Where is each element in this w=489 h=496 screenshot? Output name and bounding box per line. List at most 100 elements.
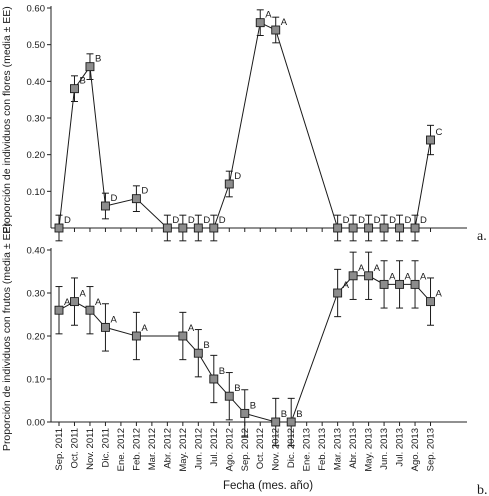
data-point-marker — [209, 374, 219, 384]
data-point-marker — [70, 297, 79, 307]
data-point-marker — [348, 223, 358, 233]
x-tick-label: Mar. 2013 — [333, 428, 344, 470]
data-point-marker — [364, 223, 374, 233]
significance-letter: A — [79, 289, 86, 300]
x-tick-label: Sep. 2013 — [426, 428, 437, 471]
panel-b-fruits-chart: 0.00 0.10 0.20 0.30 0.40 Proporción de indivi… — [1, 223, 488, 496]
data-point-marker — [426, 297, 435, 307]
significance-letter: B — [79, 76, 85, 87]
x-tick-label: Jun. 2013 — [379, 428, 390, 470]
significance-letter: B — [296, 409, 302, 420]
x-tick-label: May. 2013 — [364, 428, 375, 472]
significance-letter: D — [374, 215, 381, 226]
x-tick-label: Ago. 2012 — [224, 428, 235, 471]
data-point-marker — [100, 322, 110, 332]
x-tick-label: Oct. 2012 — [255, 428, 266, 469]
significance-letter: D — [110, 193, 117, 204]
x-axis-title: Fecha (mes. año) — [223, 480, 313, 492]
significance-letter: A — [265, 10, 272, 21]
y-tick-label: 0.30 — [27, 114, 46, 125]
x-tick-label: Nov. 2012 — [271, 428, 282, 471]
significance-letter: D — [420, 215, 427, 226]
data-point-marker — [333, 223, 343, 233]
data-point-marker — [131, 331, 141, 341]
data-point-marker — [162, 223, 172, 233]
x-tick-label: Abr. 2013 — [348, 428, 359, 469]
y-tick-label: 0.30 — [27, 289, 46, 300]
significance-letter: D — [358, 215, 365, 226]
y-tick-label: 0.00 — [27, 418, 46, 429]
significance-letter: B — [234, 383, 240, 394]
x-tick-label: Mar. 2012 — [147, 428, 158, 470]
panel-label: a. — [477, 229, 487, 244]
y-tick-label: 0.40 — [27, 77, 46, 88]
y-tick-label: 0.50 — [27, 40, 46, 51]
data-point-marker — [395, 223, 405, 233]
x-tick-label: Nov. 2011 — [85, 428, 96, 470]
panel-a-flowers-chart: 0.10 0.20 0.30 0.40 0.50 0.60 Proporción de in… — [1, 4, 487, 245]
significance-letter: D — [64, 215, 71, 226]
significance-letter: B — [250, 400, 256, 411]
panel-label: b. — [477, 483, 488, 496]
x-tick-label: Jul. 2013 — [395, 428, 406, 467]
significance-letter: D — [188, 215, 195, 226]
data-point-marker — [178, 331, 188, 341]
data-point-marker — [131, 194, 141, 204]
x-tick-label: May. 2012 — [178, 428, 189, 472]
x-tick-label: Jun. 2012 — [193, 428, 204, 470]
x-tick-label: Feb. 2012 — [131, 428, 142, 471]
data-point-marker — [410, 223, 420, 233]
data-point-marker — [395, 279, 405, 289]
significance-letter: A — [95, 297, 102, 308]
data-point-marker — [379, 223, 389, 233]
x-tick-label: Ago. 2013 — [410, 428, 421, 471]
x-tick-label: Feb. 2013 — [317, 428, 328, 471]
data-point-marker — [333, 288, 343, 298]
y-axis-title: Proporción de individuos con frutos (med… — [1, 223, 13, 451]
x-tick-label: Dic. 2012 — [286, 428, 297, 468]
significance-letter: C — [436, 127, 443, 138]
y-tick-label: 0.10 — [27, 375, 46, 386]
significance-letter: B — [95, 54, 101, 65]
data-point-marker — [224, 391, 234, 401]
data-point-marker — [54, 305, 64, 315]
y-tick-label: 0.40 — [27, 246, 46, 257]
significance-letter: D — [141, 186, 148, 197]
significance-letter: D — [405, 215, 412, 226]
significance-letter: A — [436, 289, 443, 300]
significance-letter: A — [374, 263, 381, 274]
y-axis-title: Proporción de individuos con flores (med… — [1, 6, 13, 234]
y-tick-label: 0.20 — [27, 150, 46, 161]
significance-letter: B — [203, 340, 209, 351]
significance-letter: D — [389, 215, 396, 226]
data-point-marker — [426, 135, 435, 145]
x-tick-label: Ene. 2012 — [116, 428, 127, 471]
data-point-marker — [193, 223, 203, 233]
data-point-marker — [85, 305, 95, 315]
data-point-marker — [100, 201, 110, 211]
significance-letter: B — [219, 366, 225, 377]
significance-letter: A — [405, 271, 412, 282]
shared-x-axis: Sep. 2011 Oct. 2011 Nov. 2011 Dic. 2011 Ene.… — [54, 428, 437, 472]
significance-letter: D — [203, 215, 210, 226]
data-point-marker — [271, 417, 281, 427]
data-point-marker — [85, 62, 95, 72]
x-tick-label: Ene. 2013 — [302, 428, 313, 471]
x-tick-label: Abr. 2012 — [162, 428, 173, 469]
data-point-marker — [70, 84, 79, 94]
significance-letter: D — [172, 215, 179, 226]
y-tick-label: 0.10 — [27, 187, 46, 198]
significance-letter: A — [188, 323, 195, 334]
y-tick-label: 0.60 — [27, 4, 46, 15]
x-tick-label: Sep. 2012 — [240, 428, 251, 471]
significance-letter: D — [219, 215, 226, 226]
data-point-marker — [379, 279, 389, 289]
data-point-marker — [271, 25, 281, 35]
significance-letter: D — [343, 215, 350, 226]
x-tick-label: Sep. 2011 — [54, 428, 65, 471]
significance-letter: A — [110, 314, 117, 325]
significance-letter: A — [64, 297, 71, 308]
data-point-marker — [193, 348, 203, 358]
x-tick-label: Jul. 2012 — [209, 428, 220, 467]
